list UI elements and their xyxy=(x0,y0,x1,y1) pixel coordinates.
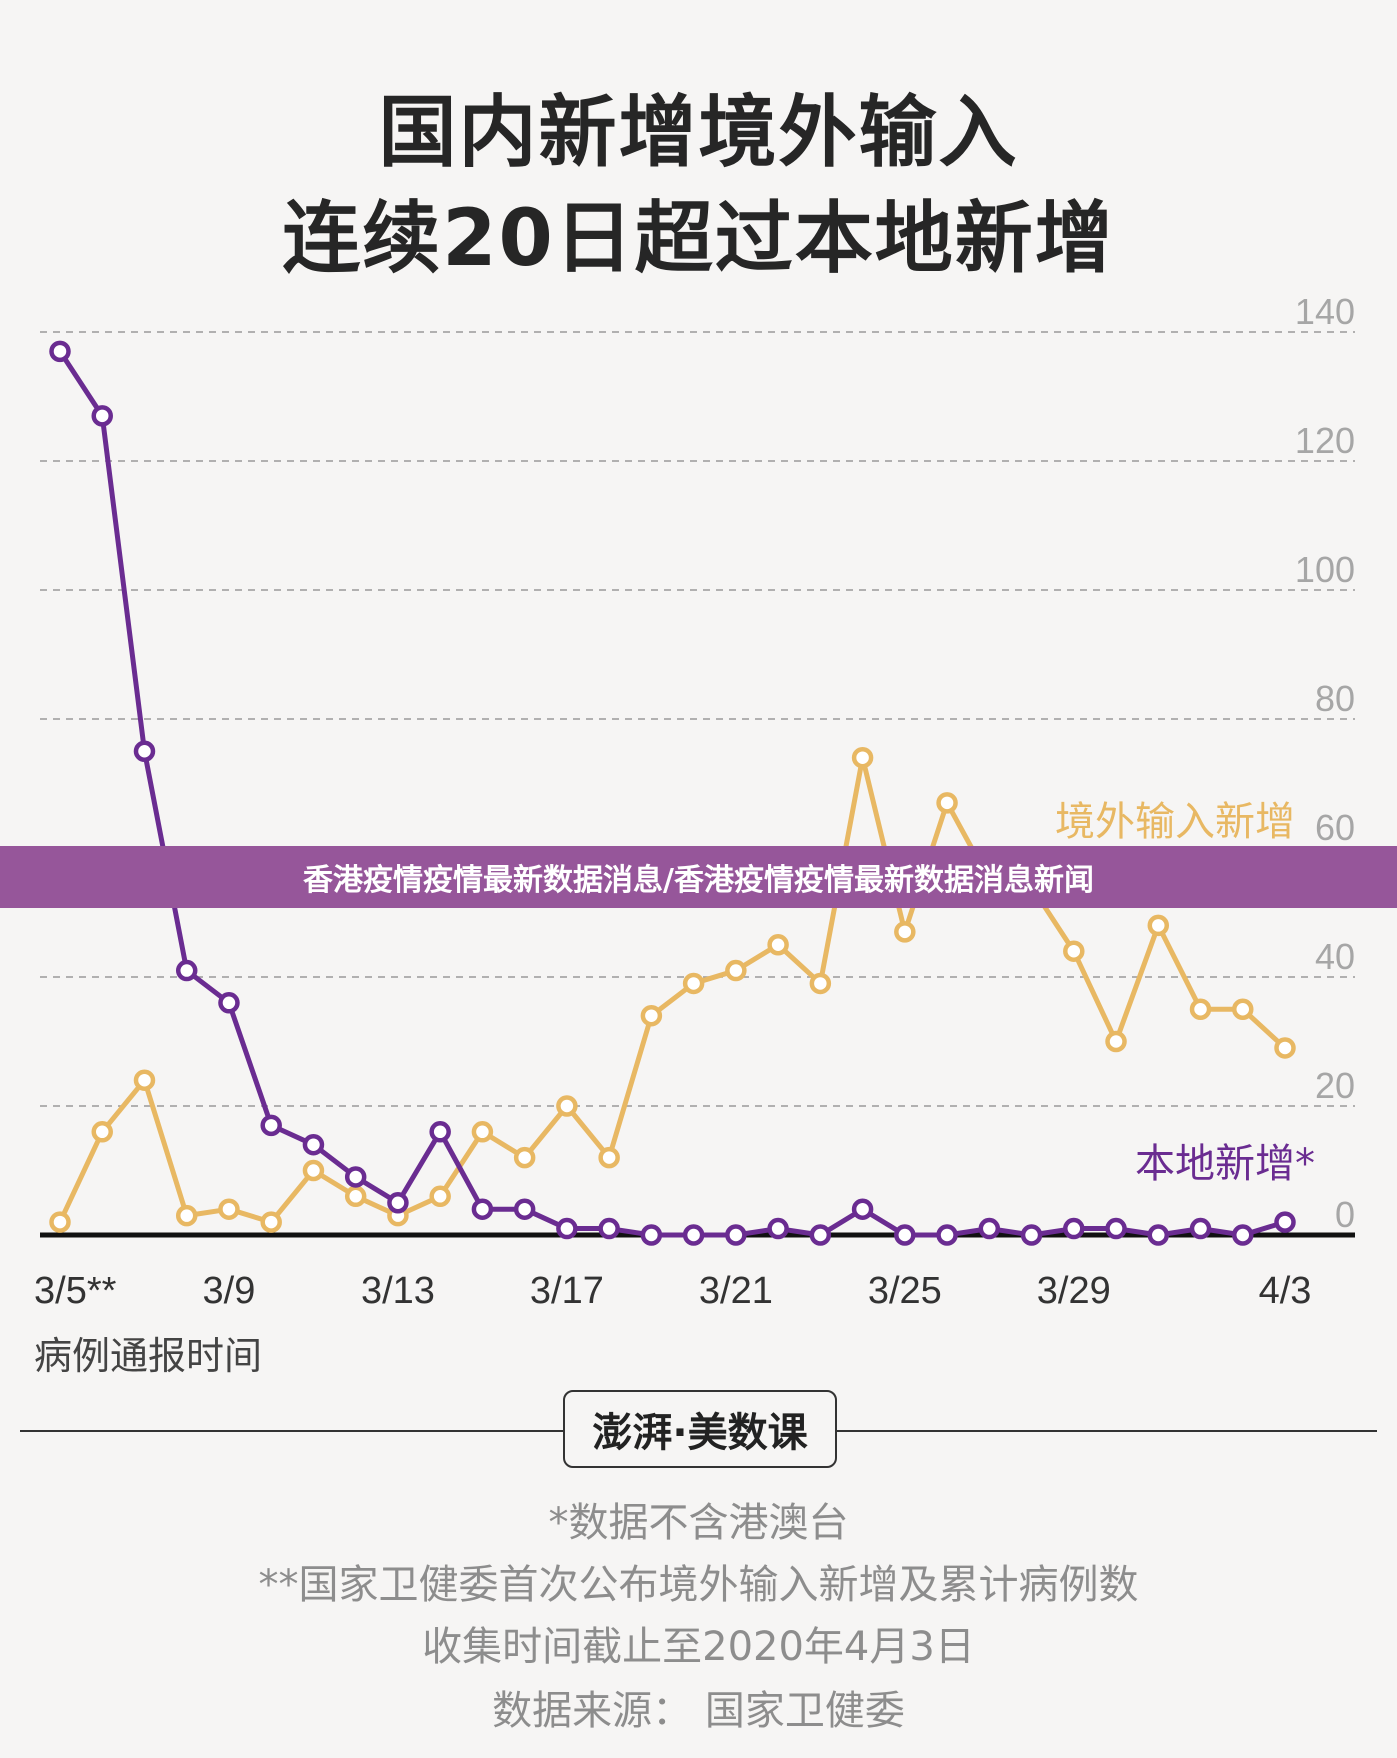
x-tick-label-3/5**: 3/5** xyxy=(34,1270,117,1312)
series-0-point-3/31 xyxy=(1147,914,1170,937)
series-1-point-4/1 xyxy=(1189,1217,1212,1240)
footnote-excludes: *数据不含港澳台 xyxy=(548,1500,849,1546)
y-tick-label-80: 80 xyxy=(1315,678,1355,719)
series-0-point-3/9 xyxy=(218,1198,240,1220)
series-0-point-3/18 xyxy=(598,1146,620,1169)
series-0-point-4/2 xyxy=(1232,998,1254,1020)
series-0-point-3/24 xyxy=(851,746,874,769)
footnote-source: 数据来源： 国家卫健委 xyxy=(492,1688,905,1734)
series-1-point-3/15 xyxy=(471,1198,494,1220)
y-tick-label-100: 100 xyxy=(1295,549,1355,590)
series-1-point-3/12 xyxy=(344,1166,367,1188)
line-chart: 0 20 40 60 80 100 120 140 3/5** 3/9 3/13 3/17 3/21 3/… xyxy=(34,291,1355,1312)
legend-label-imported: 境外输入新增 xyxy=(1055,799,1295,845)
series-0-point-3/14 xyxy=(429,1185,451,1208)
series-1-point-3/5 xyxy=(49,340,71,363)
x-tick-label-3/9: 3/9 xyxy=(203,1270,256,1312)
series-1-point-3/9 xyxy=(218,992,240,1014)
y-tick-label-60: 60 xyxy=(1315,807,1355,848)
series-0-point-3/30 xyxy=(1105,1030,1127,1053)
series-1-point-3/16 xyxy=(513,1198,536,1220)
series-0-point-3/25 xyxy=(894,921,916,943)
series-0-point-3/6 xyxy=(91,1121,113,1143)
series-1-point-3/17 xyxy=(556,1217,578,1240)
series-1-point-3/28 xyxy=(1020,1224,1043,1246)
series-1-point-4/3 xyxy=(1274,1211,1296,1233)
x-tick-label-3/17: 3/17 xyxy=(530,1270,604,1312)
legend-label-local: 本地新增* xyxy=(1135,1141,1315,1187)
x-tick-label-3/13: 3/13 xyxy=(361,1270,435,1312)
series-0-point-3/12 xyxy=(344,1185,367,1208)
chart-title-line1: 国内新增境外输入 xyxy=(378,88,1019,178)
series-0-point-3/21 xyxy=(725,959,747,982)
series-0-point-3/23 xyxy=(809,972,832,995)
series-0-point-3/19 xyxy=(640,1004,663,1027)
series-0-point-3/22 xyxy=(767,934,789,956)
x-tick-label-4/3: 4/3 xyxy=(1259,1270,1312,1312)
series-1-point-3/19 xyxy=(640,1224,663,1246)
series-1-point-3/13 xyxy=(387,1192,409,1214)
series-1-point-3/22 xyxy=(767,1217,789,1240)
series-0-point-4/3 xyxy=(1274,1037,1296,1059)
series-1-point-3/11 xyxy=(302,1133,325,1156)
y-tick-label-0: 0 xyxy=(1335,1194,1355,1235)
series-0-point-3/17 xyxy=(556,1095,578,1117)
y-tick-label-20: 20 xyxy=(1315,1065,1355,1106)
series-1-point-3/27 xyxy=(978,1217,1001,1240)
x-tick-label-3/21: 3/21 xyxy=(699,1270,773,1312)
series-1-point-3/26 xyxy=(936,1224,958,1246)
footnote-collection-date: 收集时间截止至2020年4月3日 xyxy=(422,1624,975,1670)
series-1-point-3/14 xyxy=(429,1121,451,1143)
series-0-point-3/8 xyxy=(175,1204,198,1227)
series-0-point-3/10 xyxy=(260,1211,282,1233)
y-tick-label-120: 120 xyxy=(1295,420,1355,461)
series-0-point-3/11 xyxy=(302,1159,325,1182)
series-1-point-4/2 xyxy=(1232,1224,1254,1246)
series-1-point-3/20 xyxy=(682,1224,705,1246)
y-tick-label-40: 40 xyxy=(1315,936,1355,977)
series-1-point-3/25 xyxy=(894,1224,916,1246)
x-tick-label-3/25: 3/25 xyxy=(868,1270,942,1312)
overlay-banner: 香港疫情疫情最新数据消息/香港疫情疫情最新数据消息新闻 xyxy=(0,846,1397,908)
series-1-point-3/8 xyxy=(175,959,198,982)
series-1-point-3/24 xyxy=(851,1198,874,1220)
x-axis-title: 病例通报时间 xyxy=(34,1334,263,1378)
series-1-point-3/18 xyxy=(598,1217,620,1240)
series-1-point-3/31 xyxy=(1147,1224,1170,1246)
series-1-point-3/10 xyxy=(260,1114,282,1137)
series-0-point-3/16 xyxy=(513,1146,536,1169)
footnote-first-publish: **国家卫健委首次公布境外输入新增及累计病例数 xyxy=(258,1562,1139,1608)
footer-divider-left xyxy=(20,1430,563,1432)
series-1-point-3/30 xyxy=(1105,1217,1127,1240)
series-1-point-3/21 xyxy=(725,1224,747,1246)
series-line-1 xyxy=(57,348,1288,1238)
footer-divider-right xyxy=(833,1430,1377,1432)
chart-title-line2: 连续20日超过本地新增 xyxy=(282,194,1115,284)
series-0-point-4/1 xyxy=(1189,998,1212,1020)
series-0-point-3/26 xyxy=(936,792,958,814)
series-1-point-3/23 xyxy=(809,1224,832,1246)
y-tick-label-140: 140 xyxy=(1295,291,1355,332)
series-1-point-3/29 xyxy=(1063,1217,1085,1240)
x-tick-label-3/29: 3/29 xyxy=(1037,1270,1111,1312)
thepaper-logo: 澎湃·美数课 xyxy=(563,1390,837,1468)
series-0-point-3/5 xyxy=(49,1211,71,1233)
series-1-point-3/6 xyxy=(91,405,113,427)
series-0-point-3/29 xyxy=(1063,940,1085,962)
series-0-point-3/15 xyxy=(471,1121,494,1143)
series-0-point-3/20 xyxy=(682,972,705,995)
series-0-point-3/7 xyxy=(133,1069,156,1091)
series-1-point-3/7 xyxy=(133,740,156,762)
